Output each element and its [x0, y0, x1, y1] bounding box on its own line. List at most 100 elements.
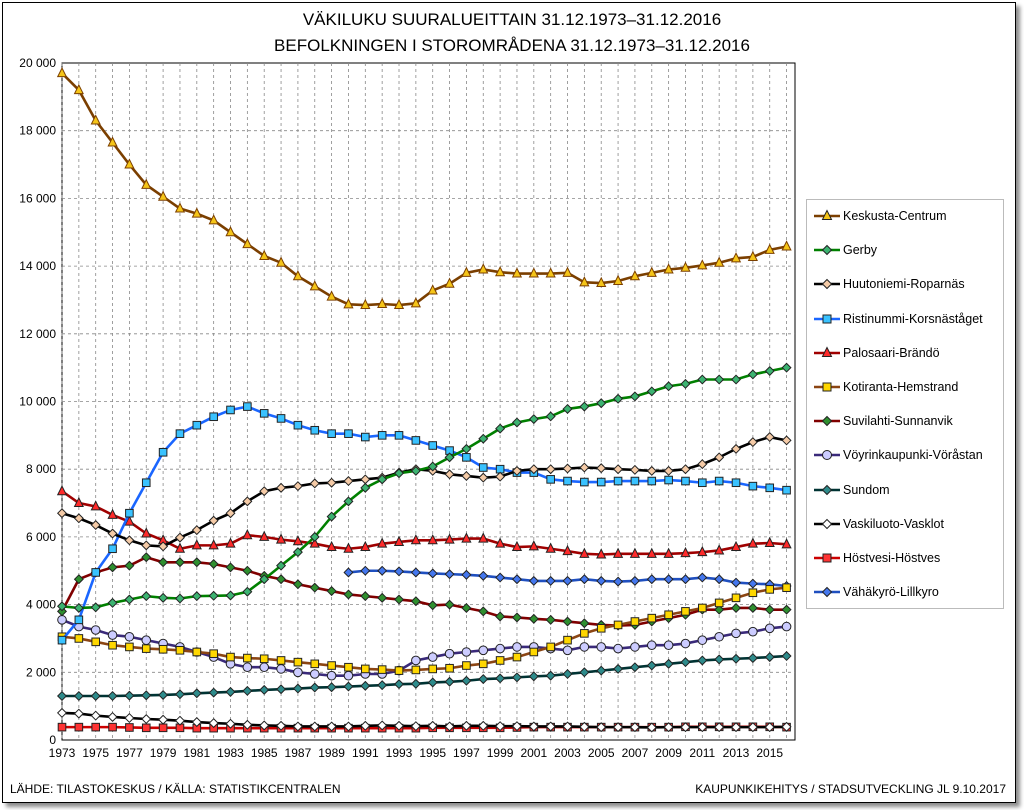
data-point-suvilahti-sunnanvik — [511, 612, 522, 623]
data-point-gerby — [158, 592, 169, 603]
data-point-vaskiluoto-vasklot — [663, 722, 674, 733]
data-point-ristinummi-korsnastaget — [630, 476, 640, 486]
data-point-huutoniemi-roparnas — [545, 464, 556, 475]
data-point-keskusta-centrum — [259, 249, 270, 260]
data-point-sundom — [528, 671, 539, 682]
data-point-ristinummi-korsnastaget — [782, 485, 791, 495]
data-point-keskusta-centrum — [157, 190, 169, 201]
data-point-gerby — [174, 593, 185, 604]
data-point-ristinummi-korsnastaget — [327, 429, 336, 438]
data-point-vaskiluoto-vasklot — [427, 720, 438, 731]
data-point-suvilahti-sunnanvik — [292, 579, 303, 590]
data-point-ristinummi-korsnastaget — [158, 447, 168, 457]
data-point-voyrinkaupunki-vorastan — [124, 631, 135, 642]
data-point-ristinummi-korsnastaget — [681, 476, 690, 486]
x-tick-label: 2007 — [622, 746, 649, 760]
data-point-vahakyro-lillkyro — [680, 574, 691, 585]
data-point-suvilahti-sunnanvik — [394, 594, 405, 605]
data-point-palosaari-brando — [427, 534, 438, 545]
data-point-keskusta-centrum — [562, 266, 573, 277]
data-point-palosaari-brando — [124, 515, 135, 526]
data-point-keskusta-centrum — [697, 259, 708, 270]
data-point-voyrinkaupunki-vorastan — [630, 642, 640, 652]
legend-label: Palosaari-Brändö — [843, 345, 940, 360]
data-point-voyrinkaupunki-vorastan — [680, 638, 691, 649]
chart-title: VÄKILUKU SUURALUEITTAIN 31.12.1973–31.12… — [302, 10, 722, 29]
data-point-keskusta-centrum — [73, 83, 84, 95]
data-point-huutoniemi-roparnas — [276, 482, 287, 493]
data-point-palosaari-brando — [680, 546, 691, 558]
data-point-kotiranta-hemstrand — [563, 635, 572, 645]
x-tick-label: 1989 — [318, 746, 345, 760]
data-point-voyrinkaupunki-vorastan — [646, 640, 657, 651]
data-point-hostvesi-hostves — [158, 723, 168, 733]
data-point-gerby — [427, 461, 438, 472]
legend-label: Keskusta-Centrum — [843, 209, 947, 223]
data-point-keskusta-centrum — [90, 114, 101, 125]
data-point-gerby — [141, 591, 152, 602]
data-point-keskusta-centrum — [427, 284, 438, 295]
data-point-voyrinkaupunki-vorastan — [444, 648, 455, 659]
data-point-voyrinkaupunki-vorastan — [748, 626, 758, 637]
data-point-ristinummi-korsnastaget — [175, 429, 185, 438]
data-point-vaskiluoto-vasklot — [242, 719, 253, 730]
data-point-suvilahti-sunnanvik — [309, 582, 320, 593]
data-point-kotiranta-hemstrand — [445, 663, 454, 673]
data-point-huutoniemi-roparnas — [444, 469, 455, 480]
data-point-ristinummi-korsnastaget — [259, 409, 269, 418]
data-point-keskusta-centrum — [764, 243, 775, 254]
data-point-ristinummi-korsnastaget — [209, 412, 218, 422]
legend-item: Huutoniemi-Roparnäs — [807, 274, 1003, 294]
data-point-keskusta-centrum — [191, 207, 202, 218]
data-point-keskusta-centrum — [377, 297, 388, 309]
data-point-vahakyro-lillkyro — [579, 574, 590, 585]
data-point-suvilahti-sunnanvik — [528, 613, 539, 624]
x-tick-label: 2009 — [655, 746, 682, 760]
data-point-ristinummi-korsnastaget — [411, 436, 421, 445]
x-tick-label: 1993 — [386, 746, 413, 760]
x-tick-label: 1995 — [419, 746, 446, 760]
data-point-kotiranta-hemstrand — [462, 661, 471, 670]
y-tick-label: 14 000 — [19, 259, 56, 273]
data-point-vahakyro-lillkyro — [427, 568, 438, 579]
data-point-suvilahti-sunnanvik — [781, 604, 792, 615]
data-point-voyrinkaupunki-vorastan — [697, 635, 708, 645]
data-point-vaskiluoto-vasklot — [326, 721, 337, 732]
data-point-ristinummi-korsnastaget — [361, 432, 370, 442]
data-point-sundom — [511, 672, 522, 683]
data-point-vaskiluoto-vasklot — [90, 710, 101, 721]
data-point-ristinummi-korsnastaget — [580, 477, 589, 487]
data-point-ristinummi-korsnastaget — [91, 568, 101, 577]
data-point-gerby — [377, 474, 388, 485]
data-point-keskusta-centrum — [410, 297, 421, 308]
data-point-kotiranta-hemstrand — [765, 585, 775, 594]
legend-item: Vaskiluoto-Vasklot — [807, 514, 1003, 534]
data-point-hostvesi-hostves — [125, 723, 134, 732]
data-point-palosaari-brando — [596, 548, 607, 559]
data-point-huutoniemi-roparnas — [174, 532, 185, 543]
data-point-kotiranta-hemstrand — [361, 664, 370, 674]
data-point-vahakyro-lillkyro — [562, 575, 573, 586]
data-point-huutoniemi-roparnas — [73, 513, 84, 524]
data-point-sundom — [394, 679, 405, 690]
data-point-palosaari-brando — [326, 540, 337, 552]
data-point-hostvesi-hostves — [57, 722, 67, 732]
data-point-vahakyro-lillkyro — [731, 577, 742, 588]
data-point-keskusta-centrum — [511, 267, 523, 278]
legend-swatch — [814, 279, 840, 290]
legend-label: Ristinummi-Korsnäståget — [843, 311, 983, 326]
data-point-vaskiluoto-vasklot — [562, 721, 573, 732]
data-point-kotiranta-hemstrand — [664, 610, 673, 620]
data-point-kotiranta-hemstrand — [175, 645, 185, 655]
legend-label: Huutoniemi-Roparnäs — [843, 277, 965, 292]
data-point-suvilahti-sunnanvik — [158, 557, 169, 568]
data-point-keskusta-centrum — [225, 226, 236, 237]
data-point-keskusta-centrum — [714, 256, 725, 267]
data-point-palosaari-brando — [612, 547, 624, 558]
data-point-kotiranta-hemstrand — [125, 642, 134, 652]
data-point-palosaari-brando — [208, 539, 219, 550]
data-point-gerby — [764, 366, 775, 377]
data-point-palosaari-brando — [629, 547, 641, 558]
data-point-huutoniemi-roparnas — [697, 459, 708, 470]
data-point-sundom — [747, 653, 758, 664]
